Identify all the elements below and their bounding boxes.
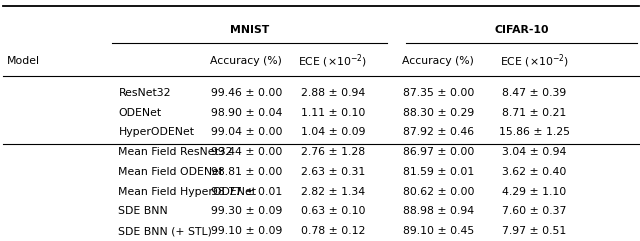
Text: ECE ($\times$10$^{-2}$): ECE ($\times$10$^{-2}$)	[500, 53, 569, 70]
Text: 99.46 ± 0.00: 99.46 ± 0.00	[211, 88, 282, 98]
Text: 3.04 ± 0.94: 3.04 ± 0.94	[502, 147, 566, 157]
Text: 98.81 ± 0.00: 98.81 ± 0.00	[211, 167, 282, 177]
Text: 86.97 ± 0.00: 86.97 ± 0.00	[403, 147, 474, 157]
Text: CIFAR-10: CIFAR-10	[494, 25, 549, 35]
Text: Mean Field ResNet32: Mean Field ResNet32	[118, 147, 233, 157]
Text: 7.97 ± 0.51: 7.97 ± 0.51	[502, 226, 566, 236]
Text: 3.62 ± 0.40: 3.62 ± 0.40	[502, 167, 566, 177]
Text: 87.35 ± 0.00: 87.35 ± 0.00	[403, 88, 474, 98]
Text: 1.04 ± 0.09: 1.04 ± 0.09	[301, 127, 365, 137]
Text: ODENet: ODENet	[118, 107, 161, 118]
Text: Mean Field HyperODENet: Mean Field HyperODENet	[118, 187, 257, 197]
Text: Mean Field ODENet: Mean Field ODENet	[118, 167, 223, 177]
Text: 2.63 ± 0.31: 2.63 ± 0.31	[301, 167, 365, 177]
Text: 99.10 ± 0.09: 99.10 ± 0.09	[211, 226, 282, 236]
Text: ECE ($\times$10$^{-2}$): ECE ($\times$10$^{-2}$)	[298, 53, 367, 70]
Text: 99.04 ± 0.00: 99.04 ± 0.00	[211, 127, 282, 137]
Text: 0.63 ± 0.10: 0.63 ± 0.10	[301, 206, 365, 216]
Text: 99.30 ± 0.09: 99.30 ± 0.09	[211, 206, 282, 216]
Text: Accuracy (%): Accuracy (%)	[403, 56, 474, 67]
Text: 81.59 ± 0.01: 81.59 ± 0.01	[403, 167, 474, 177]
Text: 98.77 ± 0.01: 98.77 ± 0.01	[211, 187, 282, 197]
Text: MNIST: MNIST	[230, 25, 269, 35]
Text: Accuracy (%): Accuracy (%)	[211, 56, 282, 67]
Text: SDE BNN: SDE BNN	[118, 206, 168, 216]
Text: 98.90 ± 0.04: 98.90 ± 0.04	[211, 107, 282, 118]
Text: 7.60 ± 0.37: 7.60 ± 0.37	[502, 206, 566, 216]
Text: 80.62 ± 0.00: 80.62 ± 0.00	[403, 187, 474, 197]
Text: 8.47 ± 0.39: 8.47 ± 0.39	[502, 88, 566, 98]
Text: 15.86 ± 1.25: 15.86 ± 1.25	[499, 127, 570, 137]
Text: 2.76 ± 1.28: 2.76 ± 1.28	[301, 147, 365, 157]
Text: 8.71 ± 0.21: 8.71 ± 0.21	[502, 107, 566, 118]
Text: 99.44 ± 0.00: 99.44 ± 0.00	[211, 147, 282, 157]
Text: SDE BNN (+ STL): SDE BNN (+ STL)	[118, 226, 212, 236]
Text: 88.30 ± 0.29: 88.30 ± 0.29	[403, 107, 474, 118]
Text: 88.98 ± 0.94: 88.98 ± 0.94	[403, 206, 474, 216]
Text: 4.29 ± 1.10: 4.29 ± 1.10	[502, 187, 566, 197]
Text: 89.10 ± 0.45: 89.10 ± 0.45	[403, 226, 474, 236]
Text: 87.92 ± 0.46: 87.92 ± 0.46	[403, 127, 474, 137]
Text: Model: Model	[6, 56, 40, 67]
Text: HyperODENet: HyperODENet	[118, 127, 195, 137]
Text: 2.88 ± 0.94: 2.88 ± 0.94	[301, 88, 365, 98]
Text: 0.78 ± 0.12: 0.78 ± 0.12	[301, 226, 365, 236]
Text: 1.11 ± 0.10: 1.11 ± 0.10	[301, 107, 365, 118]
Text: ResNet32: ResNet32	[118, 88, 171, 98]
Text: 2.82 ± 1.34: 2.82 ± 1.34	[301, 187, 365, 197]
